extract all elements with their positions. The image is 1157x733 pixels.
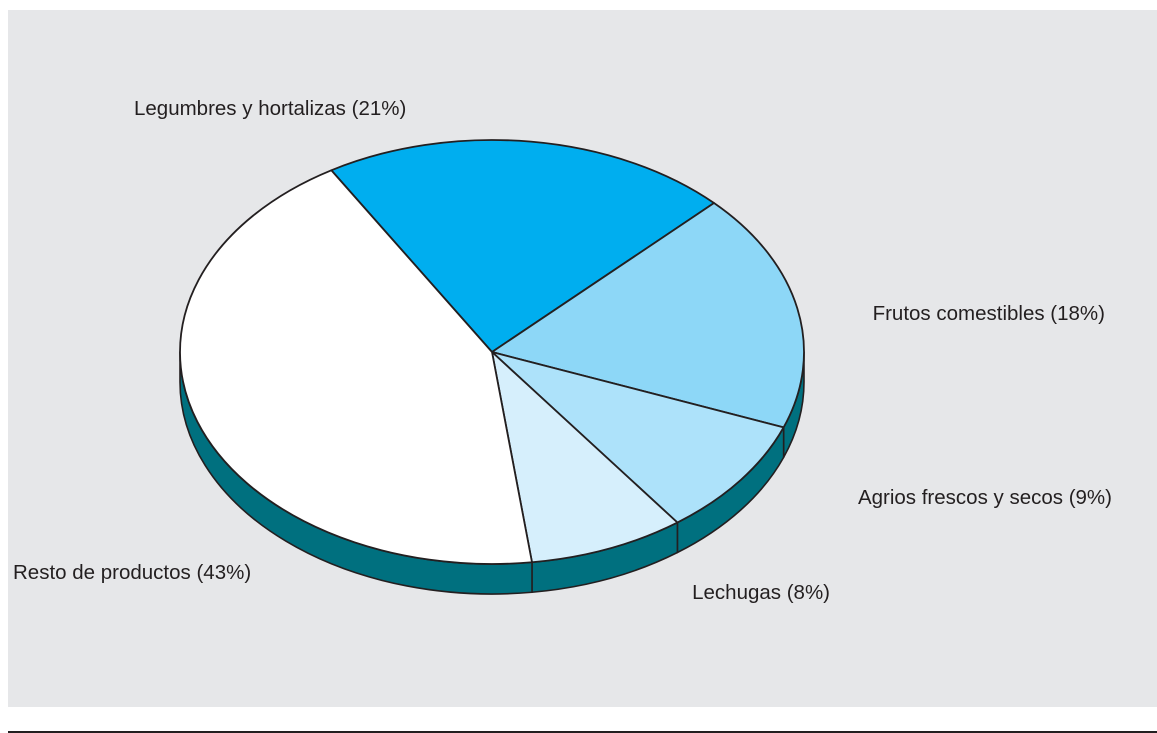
slice-label-1: Legumbres y hortalizas (21%) (134, 97, 406, 120)
slice-label-3: Agrios frescos y secos (9%) (858, 486, 1112, 509)
bottom-rule (8, 731, 1157, 733)
slice-label-2: Frutos comestibles (18%) (873, 302, 1105, 325)
pie-slice-1 (330, 139, 715, 353)
pie-slice-4 (491, 351, 679, 564)
slice-label-5: Resto de productos (43%) (13, 561, 251, 584)
pie-slice-3 (491, 351, 785, 524)
slice-label-4: Lechugas (8%) (692, 581, 830, 604)
pie-slice-5 (179, 169, 533, 565)
